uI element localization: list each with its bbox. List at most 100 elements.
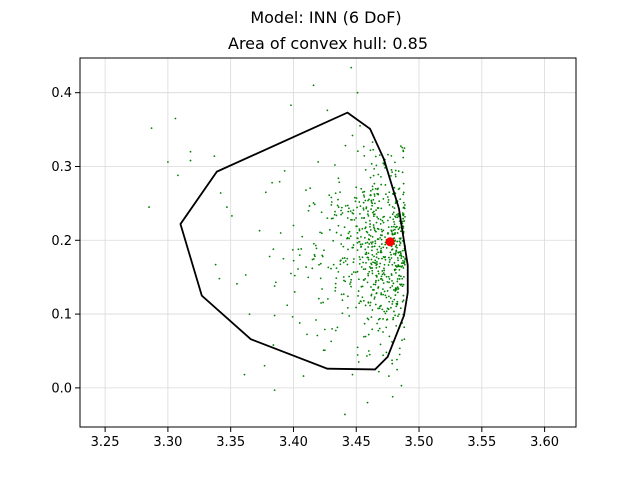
sample-point bbox=[381, 308, 384, 311]
sample-point bbox=[396, 257, 399, 259]
sample-point bbox=[403, 261, 406, 264]
sample-point bbox=[363, 190, 366, 193]
sample-point bbox=[393, 310, 395, 313]
sample-point bbox=[383, 263, 386, 266]
sample-point bbox=[347, 210, 350, 213]
sample-point bbox=[316, 334, 319, 337]
convex-hull-layer bbox=[179, 111, 409, 371]
sample-point bbox=[337, 224, 340, 227]
sample-point bbox=[348, 230, 351, 233]
sample-point bbox=[376, 248, 379, 251]
y-tick-label: 0.4 bbox=[51, 86, 72, 101]
sample-point bbox=[398, 347, 401, 350]
sample-point bbox=[402, 299, 405, 302]
sample-point bbox=[340, 209, 342, 212]
sample-point bbox=[370, 241, 372, 244]
sample-point bbox=[381, 230, 384, 233]
sample-point bbox=[313, 203, 316, 206]
sample-point bbox=[379, 218, 382, 221]
sample-point bbox=[372, 226, 375, 229]
sample-point bbox=[350, 285, 352, 288]
sample-point bbox=[338, 181, 341, 184]
sample-point bbox=[399, 145, 402, 148]
sample-point bbox=[381, 270, 384, 272]
sample-point bbox=[385, 310, 388, 313]
sample-point bbox=[391, 192, 394, 195]
sample-point bbox=[349, 283, 351, 285]
sample-point bbox=[401, 300, 404, 303]
sample-point bbox=[373, 297, 376, 300]
sample-point bbox=[366, 281, 369, 284]
sample-point bbox=[359, 205, 362, 208]
sample-point bbox=[330, 196, 333, 199]
sample-point bbox=[403, 338, 406, 341]
sample-point bbox=[380, 175, 382, 178]
sample-point bbox=[361, 285, 364, 288]
sample-point bbox=[332, 239, 335, 242]
sample-point bbox=[365, 206, 368, 209]
sample-point bbox=[290, 272, 292, 275]
sample-point bbox=[396, 291, 399, 294]
sample-point bbox=[263, 364, 266, 367]
sample-point bbox=[368, 219, 371, 222]
sample-point bbox=[401, 171, 404, 174]
sample-point bbox=[315, 247, 318, 250]
sample-point bbox=[371, 235, 374, 238]
sample-point bbox=[384, 166, 386, 169]
sample-point bbox=[397, 228, 400, 231]
sample-point bbox=[375, 230, 377, 233]
sample-point bbox=[356, 150, 359, 153]
sample-point bbox=[365, 262, 367, 264]
sample-point bbox=[336, 326, 339, 329]
sample-point bbox=[335, 267, 338, 270]
sample-point bbox=[400, 254, 403, 257]
grid-lines bbox=[80, 58, 576, 427]
sample-point bbox=[350, 278, 353, 281]
sample-point bbox=[399, 198, 402, 201]
sample-point bbox=[394, 268, 397, 271]
sample-point bbox=[391, 362, 394, 365]
sample-point bbox=[328, 194, 331, 197]
center-layer bbox=[385, 237, 395, 247]
sample-point bbox=[342, 276, 345, 278]
sample-point bbox=[352, 244, 355, 246]
sample-point bbox=[378, 245, 381, 248]
sample-point bbox=[375, 209, 377, 211]
sample-point bbox=[394, 252, 397, 255]
sample-point bbox=[382, 331, 384, 333]
sample-point bbox=[379, 343, 382, 346]
sample-point bbox=[317, 297, 320, 300]
sample-point bbox=[352, 271, 355, 273]
sample-point bbox=[367, 350, 370, 352]
sample-point bbox=[356, 346, 359, 349]
sample-point bbox=[396, 280, 399, 283]
sample-point bbox=[355, 186, 358, 189]
sample-point bbox=[387, 226, 390, 228]
sample-point bbox=[384, 236, 386, 239]
sample-point bbox=[377, 318, 380, 321]
sample-point bbox=[377, 279, 380, 282]
sample-point bbox=[394, 290, 397, 292]
sample-point bbox=[357, 295, 359, 297]
sample-point bbox=[380, 275, 383, 278]
sample-point bbox=[334, 289, 337, 292]
sample-point bbox=[361, 296, 364, 299]
sample-point bbox=[293, 291, 296, 293]
sample-point bbox=[382, 198, 385, 200]
sample-point bbox=[343, 279, 345, 282]
sample-point bbox=[393, 223, 396, 226]
sample-point bbox=[368, 270, 371, 273]
sample-point bbox=[360, 187, 363, 190]
sample-point bbox=[391, 233, 394, 236]
sample-point bbox=[360, 217, 363, 219]
sample-point bbox=[346, 217, 349, 219]
sample-point bbox=[291, 315, 294, 318]
sample-point bbox=[375, 256, 378, 259]
sample-point bbox=[392, 225, 395, 228]
sample-point bbox=[403, 263, 406, 266]
sample-point bbox=[327, 298, 329, 300]
sample-point bbox=[394, 254, 397, 256]
sample-point bbox=[382, 162, 385, 165]
sample-point bbox=[395, 287, 398, 290]
sample-point bbox=[368, 234, 370, 236]
